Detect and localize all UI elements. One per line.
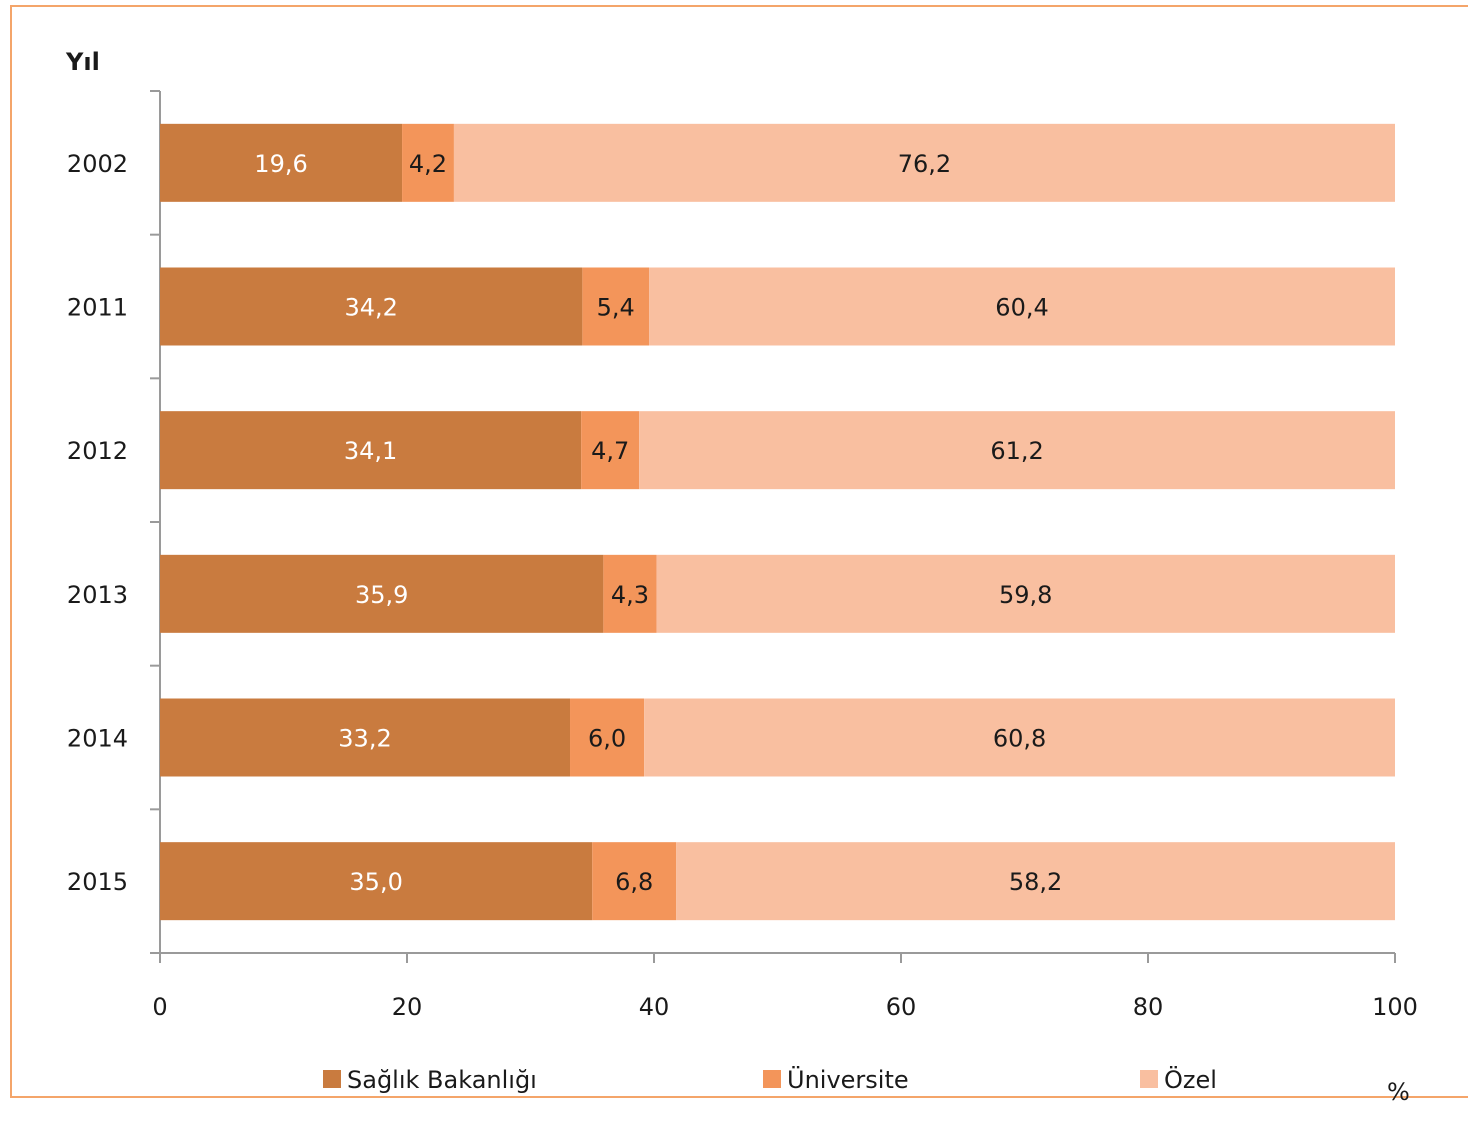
bar-segment xyxy=(639,411,1395,490)
bar-segment xyxy=(160,411,582,490)
bar-segment xyxy=(402,123,454,202)
data-label: 34,2 xyxy=(344,294,397,322)
legend-label: Sağlık Bakanlığı xyxy=(347,1066,537,1094)
legend-label: Üniversite xyxy=(787,1065,909,1094)
data-label: 6,0 xyxy=(588,725,626,753)
data-label: 5,4 xyxy=(597,294,635,322)
category-label: 2015 xyxy=(67,868,128,896)
bar-segment xyxy=(160,123,403,202)
bar-segment xyxy=(649,267,1395,346)
data-label: 60,8 xyxy=(993,725,1046,753)
category-label: 2002 xyxy=(67,150,128,178)
bar-segment xyxy=(676,842,1395,921)
legend-swatch xyxy=(763,1070,781,1088)
bar-segment xyxy=(160,554,604,633)
legend-swatch xyxy=(323,1070,341,1088)
x-tick-label: 80 xyxy=(1133,993,1164,1021)
bar-segment xyxy=(570,698,645,777)
x-tick-label: 60 xyxy=(886,993,917,1021)
legend-swatch xyxy=(1140,1070,1158,1088)
bar-segment xyxy=(592,842,677,921)
legend-label: Özel xyxy=(1164,1065,1217,1094)
data-label: 35,0 xyxy=(349,868,402,896)
bar-segment xyxy=(160,698,571,777)
bar-segment xyxy=(644,698,1395,777)
x-tick-label: 0 xyxy=(152,993,167,1021)
category-label: 2011 xyxy=(67,294,128,322)
data-label: 34,1 xyxy=(344,437,397,465)
data-label: 4,2 xyxy=(409,150,447,178)
category-label: 2014 xyxy=(67,725,128,753)
data-label: 76,2 xyxy=(898,150,951,178)
data-label: 19,6 xyxy=(254,150,307,178)
data-label: 4,3 xyxy=(611,581,649,609)
data-label: 60,4 xyxy=(995,294,1048,322)
bar-segment xyxy=(582,267,650,346)
data-label: 61,2 xyxy=(990,437,1043,465)
category-label: 2013 xyxy=(67,581,128,609)
x-tick-label: 100 xyxy=(1372,993,1418,1021)
bar-segment xyxy=(160,842,593,921)
bar-segment xyxy=(603,554,657,633)
bar-segment xyxy=(656,554,1395,633)
data-label: 58,2 xyxy=(1009,868,1062,896)
chart-frame xyxy=(10,5,1468,1098)
bar-segment xyxy=(581,411,640,490)
bar-segment xyxy=(453,123,1395,202)
x-axis-unit: % xyxy=(1387,1078,1410,1106)
data-label: 59,8 xyxy=(999,581,1052,609)
data-label: 6,8 xyxy=(615,868,653,896)
x-tick-label: 20 xyxy=(392,993,423,1021)
category-label: 2012 xyxy=(67,437,128,465)
data-label: 4,7 xyxy=(591,437,629,465)
data-label: 35,9 xyxy=(355,581,408,609)
data-label: 33,2 xyxy=(338,725,391,753)
bar-segment xyxy=(160,267,583,346)
y-axis-title: Yıl xyxy=(65,48,100,76)
x-tick-label: 40 xyxy=(639,993,670,1021)
